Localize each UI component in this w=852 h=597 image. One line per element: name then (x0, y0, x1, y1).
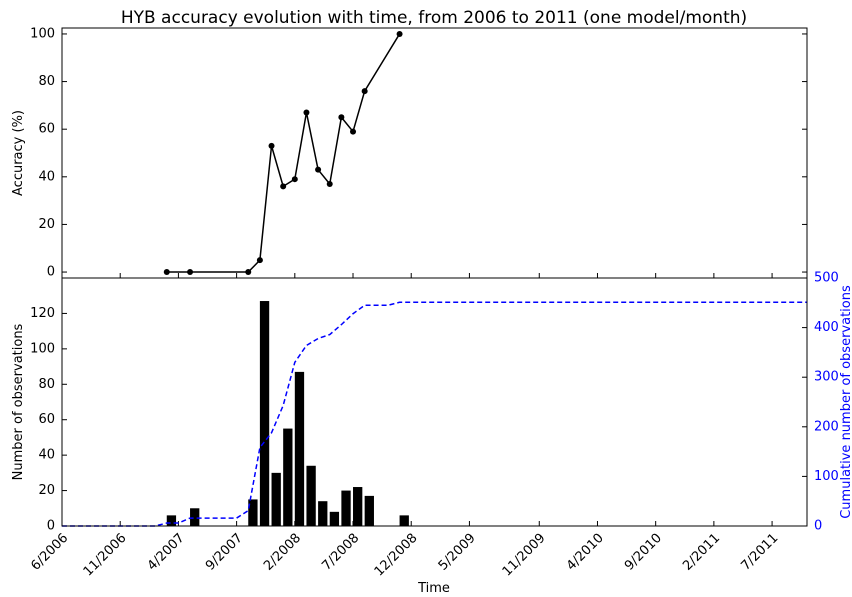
point (291, 176, 298, 183)
y-tick-label: 100 (30, 26, 55, 41)
bar (248, 499, 258, 526)
point (303, 109, 310, 116)
y2-tick-label: 100 (814, 469, 839, 484)
point (350, 128, 357, 135)
y-tick-label: 20 (38, 217, 55, 232)
point (245, 269, 252, 276)
y2-tick-label: 300 (814, 370, 839, 385)
bar (283, 428, 293, 526)
y2-tick-label: 200 (814, 419, 839, 434)
bar (259, 301, 270, 526)
y-tick-label: 80 (38, 377, 55, 392)
point (396, 30, 403, 37)
y-tick-label: 40 (38, 448, 55, 463)
y-tick-label: 0 (47, 519, 55, 534)
bar (166, 515, 177, 526)
point (361, 88, 368, 95)
bar (364, 495, 374, 526)
y-tick-label: 60 (38, 122, 55, 137)
chart-title: HYB accuracy evolution with time, from 2… (121, 8, 747, 28)
point (338, 114, 345, 121)
x-tick-label: 4/2007 (145, 531, 188, 574)
bar (306, 465, 316, 526)
point (326, 180, 333, 187)
bar (190, 508, 200, 526)
x-tick-label: 2/2011 (680, 531, 723, 574)
y-axis-label: Number of observations (11, 323, 26, 480)
y-tick-label: 40 (38, 169, 55, 184)
y-tick-label: 100 (30, 341, 55, 356)
bar (271, 472, 281, 526)
y2-axis-label: Cumulative number of observations (839, 285, 852, 519)
point (315, 166, 322, 173)
x-tick-label: 7/2011 (738, 531, 781, 574)
point (268, 142, 275, 149)
x-tick-label: 7/2008 (319, 531, 362, 574)
plot-frame (61, 277, 808, 527)
y-tick-label: 120 (30, 306, 55, 321)
cumulative-line (62, 301, 807, 527)
bar (318, 501, 328, 526)
point (280, 183, 287, 190)
bar (329, 511, 340, 526)
accuracy-line (166, 33, 401, 273)
y2-tick-label: 0 (814, 519, 822, 534)
y-tick-label: 20 (38, 483, 55, 498)
point (163, 269, 170, 276)
x-tick-label: 12/2008 (372, 531, 421, 580)
plot-frame (61, 27, 808, 279)
y-axis-label: Accuracy (%) (11, 110, 26, 196)
x-tick-label: 2/2008 (261, 531, 304, 574)
x-tick-label: 11/2009 (500, 531, 549, 580)
x-axis-label: Time (417, 581, 450, 596)
bar (399, 515, 409, 526)
y2-tick-label: 500 (814, 271, 839, 286)
y2-tick-label: 400 (814, 320, 839, 335)
point (256, 257, 263, 264)
y-tick-label: 0 (47, 265, 55, 280)
x-tick-label: 11/2006 (81, 531, 130, 580)
bar (341, 490, 351, 526)
bar (294, 371, 305, 526)
x-tick-label: 9/2007 (203, 531, 246, 574)
x-tick-label: 9/2010 (622, 531, 665, 574)
y-tick-label: 60 (38, 412, 55, 427)
y-tick-label: 80 (38, 74, 55, 89)
x-tick-label: 5/2009 (436, 531, 479, 574)
point (187, 269, 194, 276)
x-tick-label: 6/2006 (28, 531, 71, 574)
x-tick-label: 4/2010 (564, 531, 607, 574)
bar (353, 487, 363, 526)
